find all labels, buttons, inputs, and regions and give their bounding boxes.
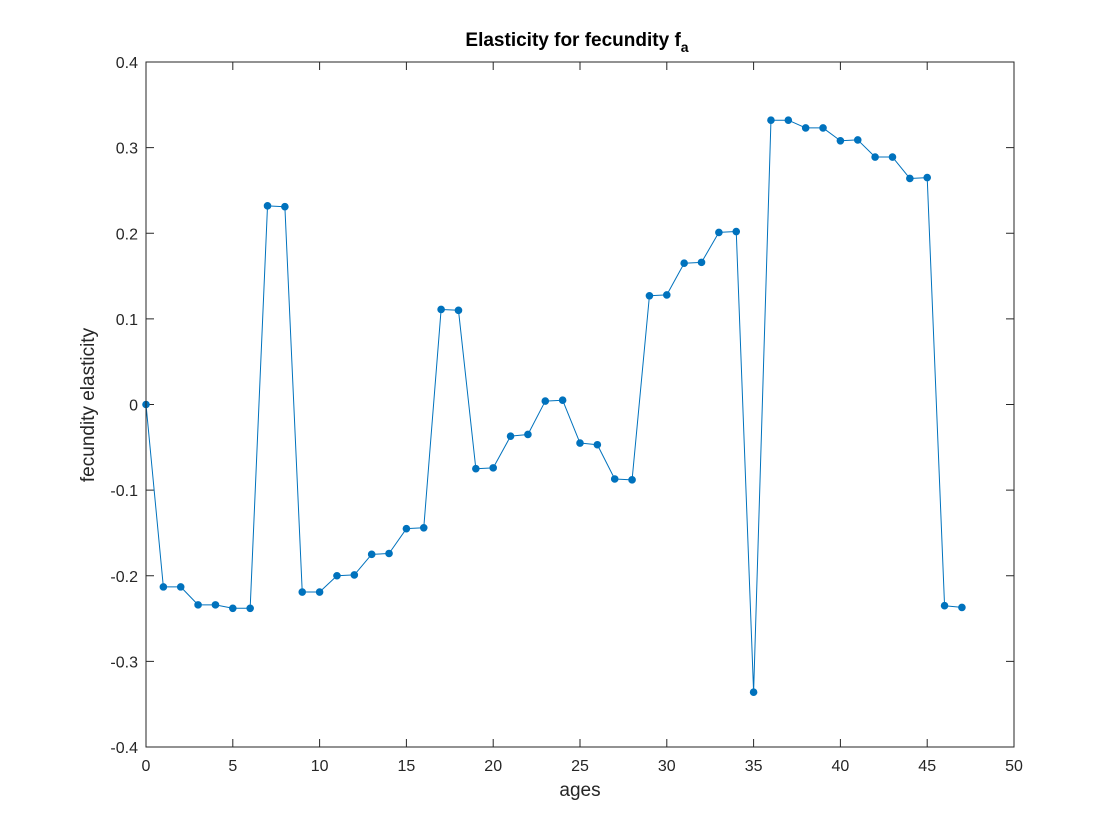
- chart-title-main: Elasticity for fecundity f: [465, 30, 681, 51]
- x-tick-labels: 0 5 10 15 20 25 30 35 40 45 50: [142, 758, 1023, 775]
- y-tick-label: 0.2: [116, 226, 138, 243]
- data-point: [871, 153, 879, 161]
- data-point: [923, 173, 932, 182]
- data-point: [385, 549, 393, 558]
- x-tick-label: 0: [142, 758, 151, 775]
- data-point: [402, 524, 411, 533]
- y-tick-labels: -0.4 -0.3 -0.2 -0.1 0 0.1 0.2 0.3 0.4: [110, 55, 138, 757]
- data-point: [801, 124, 810, 132]
- y-tick-label: -0.2: [110, 569, 138, 586]
- data-point: [732, 227, 741, 236]
- data-point: [246, 604, 254, 613]
- data-point: [489, 464, 498, 472]
- data-point: [298, 588, 307, 596]
- x-tick-label: 20: [484, 758, 502, 775]
- data-point: [610, 475, 619, 483]
- data-point: [558, 396, 567, 405]
- y-tick-label: 0.4: [116, 55, 138, 72]
- x-axis-label: ages: [559, 780, 600, 801]
- plot-box: [145, 61, 1015, 748]
- data-point: [576, 439, 584, 447]
- data-point: [958, 603, 966, 612]
- data-point: [663, 291, 671, 299]
- data-point: [229, 604, 237, 613]
- x-tick-label: 35: [745, 758, 763, 775]
- data-point: [506, 432, 515, 440]
- x-tick-label: 50: [1005, 758, 1023, 775]
- data-point: [333, 571, 341, 580]
- y-tick-label: 0: [129, 398, 138, 415]
- data-point: [281, 202, 289, 211]
- x-tick-label: 40: [832, 758, 850, 775]
- data-point: [176, 583, 185, 591]
- data-point: [350, 571, 359, 579]
- chart-title: Elasticity for fecundity fa: [465, 30, 688, 55]
- data-point: [159, 583, 168, 591]
- data-point: [645, 291, 654, 300]
- y-tick-label: 0.3: [116, 141, 138, 158]
- data-point: [888, 153, 897, 161]
- data-point: [263, 202, 272, 210]
- y-axis-label: fecundity elasticity: [78, 327, 99, 482]
- data-point: [524, 430, 532, 439]
- series-layer: [142, 116, 966, 697]
- data-point: [194, 601, 202, 609]
- data-point: [784, 116, 793, 125]
- x-tick-label: 15: [398, 758, 416, 775]
- data-point: [697, 258, 706, 267]
- x-tick-label: 10: [311, 758, 329, 775]
- data-point: [749, 688, 758, 697]
- x-tick-label: 45: [918, 758, 936, 775]
- y-tick-label: -0.1: [110, 483, 138, 500]
- data-point: [906, 174, 914, 183]
- data-point: [680, 259, 688, 268]
- y-tick-label: 0.1: [116, 312, 138, 329]
- data-point: [940, 601, 949, 610]
- x-tick-label: 5: [228, 758, 237, 775]
- data-point: [819, 124, 827, 132]
- data-point: [419, 524, 428, 532]
- y-tick-label: -0.4: [110, 740, 138, 757]
- data-point: [628, 476, 636, 484]
- data-point: [315, 588, 324, 596]
- x-tick-label: 30: [658, 758, 676, 775]
- data-point: [211, 601, 220, 609]
- data-point: [715, 228, 723, 237]
- data-point: [472, 464, 480, 473]
- data-point: [593, 440, 602, 449]
- data-point: [437, 305, 445, 314]
- data-point: [853, 136, 862, 144]
- data-point: [541, 397, 550, 405]
- y-tick-label: -0.3: [110, 654, 138, 671]
- chart-title-subscript: a: [681, 39, 689, 55]
- data-point: [767, 116, 775, 125]
- plot-area: [146, 62, 1014, 747]
- data-point: [367, 550, 376, 559]
- x-tick-label: 25: [571, 758, 589, 775]
- data-point: [454, 306, 463, 315]
- data-point: [836, 136, 845, 145]
